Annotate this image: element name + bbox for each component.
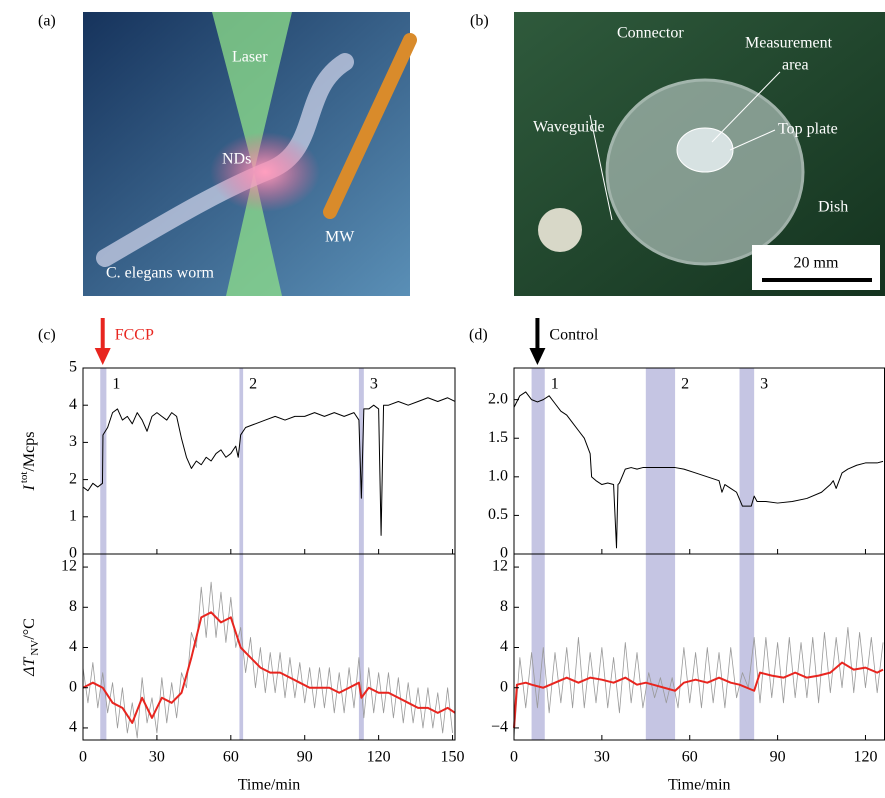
x-tick-label: 120 — [367, 749, 391, 766]
x-tick-label: 60 — [682, 749, 698, 766]
y-tick-label: 0 — [500, 678, 508, 695]
photo-annotation: Measurement — [745, 35, 833, 52]
photo-annotation: MW — [325, 229, 355, 246]
plot-frame — [82, 367, 456, 555]
x-tick-label: 60 — [223, 749, 239, 766]
photo-annotation: Connector — [617, 25, 684, 42]
photo-annotation: Dish — [818, 199, 848, 216]
y-tick-label: 2.0 — [488, 390, 508, 407]
y-tick-label: 5 — [69, 359, 77, 376]
trace — [513, 391, 884, 549]
span-label: 1 — [112, 376, 120, 393]
y-axis-label: Itot/Mcps — [18, 432, 38, 492]
y-tick-label: 4 — [500, 638, 508, 655]
photo-b — [514, 12, 885, 296]
span-label: 3 — [370, 376, 378, 393]
y-tick-label: 1 — [69, 507, 77, 524]
x-tick-label: 90 — [297, 749, 313, 766]
photo-annotation: C. elegans worm — [106, 265, 215, 282]
y-axis-label-script: NV — [29, 640, 41, 656]
marker-label: Control — [549, 327, 598, 344]
panel-label: (a) — [38, 13, 56, 30]
photo-annotation: Top plate — [778, 121, 838, 138]
y-tick-label: 4 — [69, 719, 77, 736]
y-tick-label: 12 — [492, 558, 508, 575]
y-axis-label-unit: /°C — [21, 618, 38, 640]
y-tick-label: 3 — [69, 433, 77, 450]
y-tick-label: 4 — [69, 396, 77, 413]
panel-label: (b) — [470, 13, 489, 30]
span-label: 1 — [551, 376, 559, 393]
photo-annotation: NDs — [222, 151, 251, 168]
y-tick-label: −4 — [491, 719, 508, 736]
x-tick-label: 120 — [853, 749, 877, 766]
y-tick-label: 8 — [69, 598, 77, 615]
x-tick-label: 90 — [770, 749, 786, 766]
trace — [82, 611, 456, 724]
span-label: 2 — [249, 376, 257, 393]
x-tick-label: 0 — [79, 749, 87, 766]
y-tick-label: 12 — [61, 558, 77, 575]
trace — [82, 397, 456, 536]
span-label: 3 — [760, 376, 768, 393]
plot-frame — [82, 553, 456, 741]
y-axis-label-unit: /Mcps — [21, 432, 38, 472]
y-axis-label-script: tot — [18, 472, 30, 484]
y-tick-label: 0 — [69, 545, 77, 562]
y-tick-label: 0 — [69, 678, 77, 695]
span-label: 2 — [681, 376, 689, 393]
trace — [513, 661, 884, 729]
scale-bar-label: 20 mm — [794, 255, 839, 272]
y-tick-label: 0 — [500, 545, 508, 562]
y-axis-label-main: ΔT — [21, 656, 38, 676]
y-tick-label: 8 — [500, 598, 508, 615]
y-tick-label: 2 — [69, 470, 77, 487]
marker-label: FCCP — [115, 327, 154, 344]
photo-annotation: Waveguide — [533, 119, 605, 136]
plot-frame — [513, 553, 885, 741]
trace — [513, 626, 884, 739]
marker-arrowhead — [94, 348, 111, 365]
y-axis-label: ΔTNV/°C — [21, 618, 41, 677]
x-tick-label: 150 — [441, 749, 465, 766]
x-axis-label: Time/min — [238, 777, 301, 794]
x-axis-label: Time/min — [668, 777, 731, 794]
y-tick-label: 1.0 — [488, 467, 508, 484]
marker-arrowhead — [529, 348, 546, 365]
panel-label: (d) — [469, 327, 488, 344]
x-tick-label: 30 — [594, 749, 610, 766]
y-axis-label-main: I — [21, 484, 38, 491]
photo-annotation: Laser — [232, 49, 268, 66]
panel-label: (c) — [38, 327, 56, 344]
y-tick-label: 0.5 — [488, 506, 508, 523]
x-tick-label: 0 — [510, 749, 518, 766]
trace — [82, 581, 453, 739]
photo-annotation: area — [782, 57, 809, 74]
photo-a — [83, 12, 417, 296]
plot-frame — [513, 367, 885, 555]
x-tick-label: 30 — [149, 749, 165, 766]
y-tick-label: 1.5 — [488, 429, 508, 446]
y-tick-label: 4 — [69, 638, 77, 655]
